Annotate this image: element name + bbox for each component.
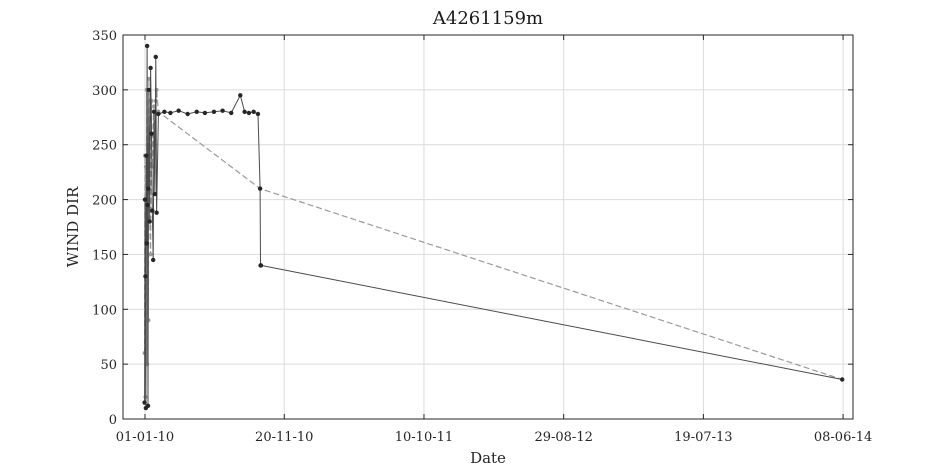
dark-series-point xyxy=(142,197,148,202)
dark-series-point xyxy=(152,191,158,197)
dark-series-point xyxy=(145,202,150,208)
series-dark-markers xyxy=(142,43,845,411)
dark-series-point xyxy=(229,110,234,116)
grey-series-point xyxy=(148,252,153,257)
dark-series-point xyxy=(142,400,147,405)
dark-series-point xyxy=(150,257,156,263)
x-axis-title: Date xyxy=(470,449,506,467)
dark-series-point xyxy=(258,263,264,268)
y-tick-label: 0 xyxy=(109,413,117,428)
dark-series-point xyxy=(840,377,845,382)
dark-series-point xyxy=(146,87,152,93)
dark-series-point xyxy=(146,186,151,191)
dark-series-point xyxy=(148,65,153,71)
dark-series-point xyxy=(156,111,161,117)
dark-series-point xyxy=(147,219,152,224)
x-tick-label: 19-07-13 xyxy=(674,430,732,445)
grid-lines xyxy=(123,35,853,419)
y-tick-label: 200 xyxy=(92,194,117,209)
dark-series-point xyxy=(145,403,151,409)
dark-series-point xyxy=(162,109,167,115)
dark-series-point xyxy=(144,43,150,49)
x-tick-label: 29-08-12 xyxy=(534,430,592,445)
dark-series-point xyxy=(255,111,261,117)
dark-series-point xyxy=(242,109,247,115)
x-tick-label: 01-01-10 xyxy=(116,430,174,445)
y-tick-label: 300 xyxy=(92,84,117,99)
y-tick-label: 50 xyxy=(100,358,117,373)
dark-series-point xyxy=(185,111,190,117)
y-tick-label: 100 xyxy=(92,303,117,318)
dark-series-point xyxy=(220,108,225,113)
y-axis-ticks: 0 50 100 150 200 250 300 350 xyxy=(92,29,853,428)
dark-series-point xyxy=(211,109,217,115)
y-tick-label: 150 xyxy=(92,248,117,263)
dark-series-point xyxy=(246,110,252,116)
dark-series-point xyxy=(168,110,173,116)
dark-series-point xyxy=(144,241,149,246)
y-tick-label: 250 xyxy=(92,139,117,154)
grey-series-point xyxy=(146,76,151,81)
y-tick-label: 350 xyxy=(92,29,117,44)
dark-series-point xyxy=(150,208,155,213)
plot-area xyxy=(123,35,853,419)
dark-series-point xyxy=(194,109,199,115)
chart-title: A4261159m xyxy=(432,8,543,29)
dark-series-point xyxy=(251,109,256,115)
dark-series-point xyxy=(238,93,243,98)
y-axis-title: WIND DIR xyxy=(64,186,82,267)
x-tick-label: 20-11-10 xyxy=(255,430,313,445)
x-axis-ticks: 01-01-10 20-11-10 10-10-11 29-08-12 19-07-13… xyxy=(116,35,872,445)
plot-frame xyxy=(122,34,854,420)
dark-series-point xyxy=(176,108,181,113)
dark-series-point xyxy=(202,110,208,116)
dark-series-point xyxy=(144,153,149,158)
dark-series-point xyxy=(143,274,148,279)
dark-series-point xyxy=(154,210,159,215)
x-tick-label: 08-06-14 xyxy=(814,430,872,445)
x-tick-label: 10-10-11 xyxy=(395,430,453,445)
dark-series-point xyxy=(149,131,154,136)
dark-series-point xyxy=(153,54,158,60)
dark-series-point xyxy=(257,186,263,191)
dark-series-point xyxy=(151,109,157,115)
